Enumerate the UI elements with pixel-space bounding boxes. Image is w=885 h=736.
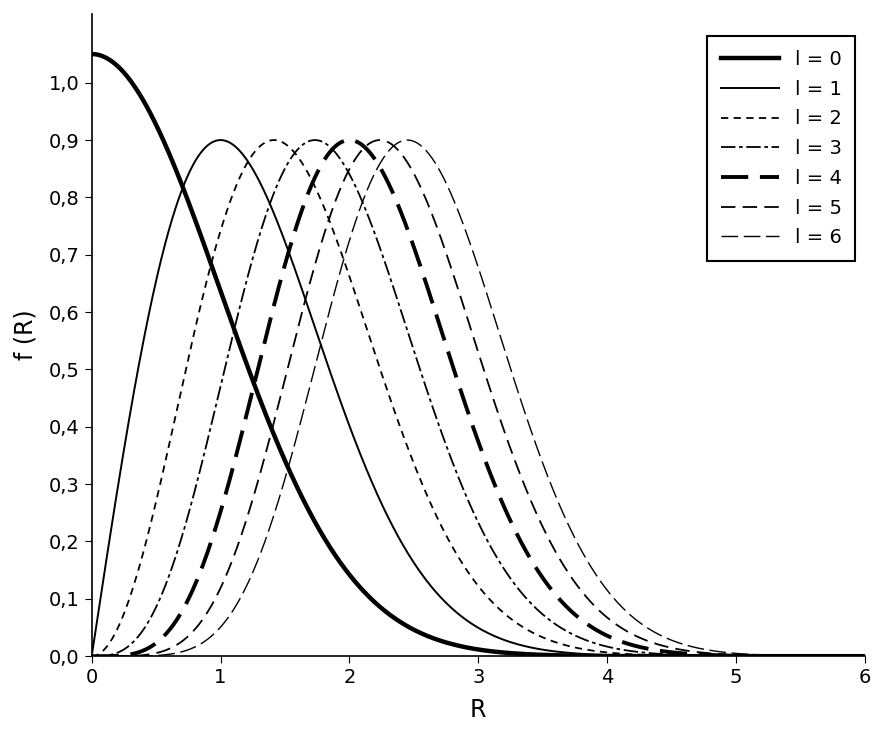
X-axis label: R: R bbox=[470, 698, 487, 722]
Legend: l = 0, l = 1, l = 2, l = 3, l = 4, l = 5, l = 6: l = 0, l = 1, l = 2, l = 3, l = 4, l = 5… bbox=[707, 37, 855, 261]
Y-axis label: f (R): f (R) bbox=[14, 310, 38, 361]
